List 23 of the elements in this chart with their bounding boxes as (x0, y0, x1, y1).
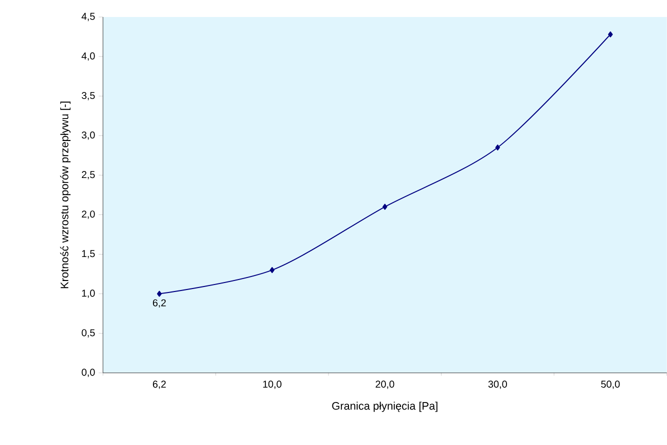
y-tick-label: 2,0 (82, 210, 95, 219)
y-tick-label: 2,5 (82, 171, 95, 180)
y-axis-title: Krotność wzrostu oporów przepływu [-] (60, 102, 71, 288)
x-axis-title: Granica płynięcia [Pa] (332, 402, 438, 412)
y-tick-label: 4,0 (82, 52, 95, 61)
y-tick-label: 1,5 (82, 250, 95, 258)
x-tick-label: 6,2 (152, 380, 166, 389)
x-tick-label: 10,0 (263, 380, 282, 389)
point (608, 31, 613, 38)
x-tick-label: 20,0 (376, 380, 394, 389)
x-tick-label: 50,0 (601, 380, 620, 389)
y-tick-label: 1,0 (82, 290, 95, 298)
y-tick-label: 4,5 (82, 12, 95, 22)
annotation: 6,2 (152, 299, 166, 308)
y-tick-label: 0,5 (82, 329, 95, 338)
point (382, 204, 388, 210)
y-tick-label: 0,0 (82, 368, 95, 378)
point (270, 267, 274, 274)
y-tick-label: 3,5 (82, 92, 95, 100)
x-tick-label: 30,0 (488, 380, 507, 389)
point (495, 144, 500, 151)
y-tick-label: 3,0 (82, 132, 95, 140)
point (156, 290, 162, 297)
